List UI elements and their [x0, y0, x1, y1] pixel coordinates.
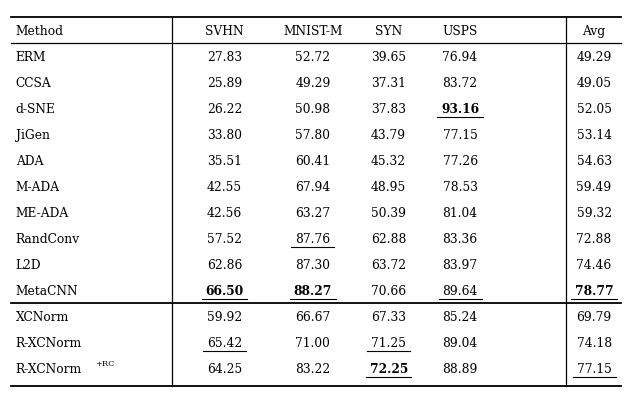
Text: 69.79: 69.79	[576, 310, 612, 323]
Text: 83.22: 83.22	[295, 362, 331, 375]
Text: 64.25: 64.25	[207, 362, 242, 375]
Text: 78.77: 78.77	[574, 284, 614, 297]
Text: M-ADA: M-ADA	[16, 180, 60, 193]
Text: Avg: Avg	[583, 25, 605, 38]
Text: 88.89: 88.89	[442, 362, 478, 375]
Text: 33.80: 33.80	[207, 128, 242, 142]
Text: 62.88: 62.88	[371, 232, 406, 245]
Text: CCSA: CCSA	[16, 77, 52, 90]
Text: 66.50: 66.50	[205, 284, 243, 297]
Text: 88.27: 88.27	[294, 284, 332, 297]
Text: 70.66: 70.66	[371, 284, 406, 297]
Text: 54.63: 54.63	[576, 155, 612, 167]
Text: 72.25: 72.25	[370, 362, 408, 375]
Text: 83.97: 83.97	[442, 258, 478, 271]
Text: 72.88: 72.88	[576, 232, 612, 245]
Text: ADA: ADA	[16, 155, 44, 167]
Text: 85.24: 85.24	[442, 310, 478, 323]
Text: 37.31: 37.31	[371, 77, 406, 90]
Text: +RC: +RC	[95, 359, 114, 366]
Text: 77.26: 77.26	[442, 155, 478, 167]
Text: R-XCNorm: R-XCNorm	[16, 362, 82, 375]
Text: 83.72: 83.72	[442, 77, 478, 90]
Text: 45.32: 45.32	[371, 155, 406, 167]
Text: 59.92: 59.92	[207, 310, 242, 323]
Text: 67.33: 67.33	[371, 310, 406, 323]
Text: 50.39: 50.39	[371, 206, 406, 219]
Text: 42.55: 42.55	[207, 180, 242, 193]
Text: USPS: USPS	[442, 25, 478, 38]
Text: 59.49: 59.49	[576, 180, 612, 193]
Text: 49.29: 49.29	[295, 77, 331, 90]
Text: 81.04: 81.04	[442, 206, 478, 219]
Text: 76.94: 76.94	[442, 51, 478, 64]
Text: 37.83: 37.83	[371, 103, 406, 116]
Text: 42.56: 42.56	[207, 206, 242, 219]
Text: 39.65: 39.65	[371, 51, 406, 64]
Text: SVHN: SVHN	[205, 25, 244, 38]
Text: 49.05: 49.05	[576, 77, 612, 90]
Text: SYN: SYN	[375, 25, 403, 38]
Text: 53.14: 53.14	[576, 128, 612, 142]
Text: 87.76: 87.76	[295, 232, 331, 245]
Text: 93.16: 93.16	[441, 103, 479, 116]
Text: 74.18: 74.18	[576, 336, 612, 349]
Text: 26.22: 26.22	[207, 103, 242, 116]
Text: 48.95: 48.95	[371, 180, 406, 193]
Text: 50.98: 50.98	[295, 103, 331, 116]
Text: XCNorm: XCNorm	[16, 310, 69, 323]
Text: 52.72: 52.72	[295, 51, 331, 64]
Text: MetaCNN: MetaCNN	[16, 284, 78, 297]
Text: 59.32: 59.32	[576, 206, 612, 219]
Text: L2D: L2D	[16, 258, 42, 271]
Text: 71.00: 71.00	[295, 336, 331, 349]
Text: 43.79: 43.79	[371, 128, 406, 142]
Text: 87.30: 87.30	[295, 258, 331, 271]
Text: 89.64: 89.64	[442, 284, 478, 297]
Text: 66.67: 66.67	[295, 310, 331, 323]
Text: 57.80: 57.80	[295, 128, 331, 142]
Text: 77.15: 77.15	[576, 362, 612, 375]
Text: ERM: ERM	[16, 51, 46, 64]
Text: 60.41: 60.41	[295, 155, 331, 167]
Text: 27.83: 27.83	[207, 51, 242, 64]
Text: 49.29: 49.29	[576, 51, 612, 64]
Text: 74.46: 74.46	[576, 258, 612, 271]
Text: 83.36: 83.36	[442, 232, 478, 245]
Text: 77.15: 77.15	[442, 128, 478, 142]
Text: RandConv: RandConv	[16, 232, 80, 245]
Text: Method: Method	[16, 25, 64, 38]
Text: 62.86: 62.86	[207, 258, 242, 271]
Text: 67.94: 67.94	[295, 180, 331, 193]
Text: JiGen: JiGen	[16, 128, 50, 142]
Text: 71.25: 71.25	[371, 336, 406, 349]
Text: 63.27: 63.27	[295, 206, 331, 219]
Text: d-SNE: d-SNE	[16, 103, 56, 116]
Text: ME-ADA: ME-ADA	[16, 206, 69, 219]
Text: 25.89: 25.89	[207, 77, 242, 90]
Text: 89.04: 89.04	[442, 336, 478, 349]
Text: 63.72: 63.72	[371, 258, 406, 271]
Text: 52.05: 52.05	[576, 103, 612, 116]
Text: MNIST-M: MNIST-M	[283, 25, 343, 38]
Text: 57.52: 57.52	[207, 232, 242, 245]
Text: 65.42: 65.42	[207, 336, 242, 349]
Text: 78.53: 78.53	[442, 180, 478, 193]
Text: 35.51: 35.51	[207, 155, 242, 167]
Text: R-XCNorm: R-XCNorm	[16, 336, 82, 349]
